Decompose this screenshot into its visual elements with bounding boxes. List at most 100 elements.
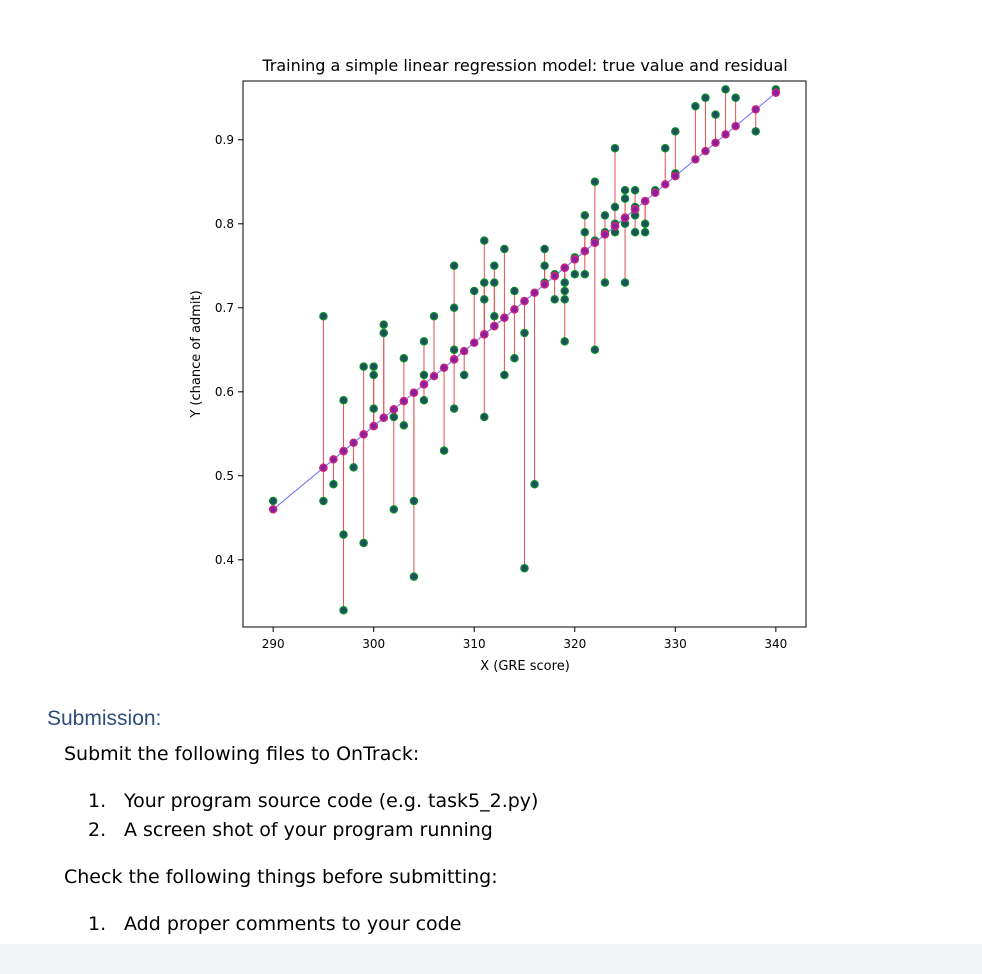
predicted-value-point xyxy=(570,255,580,264)
true-value-point xyxy=(359,362,368,371)
true-value-point xyxy=(590,345,600,355)
predicted-value-point xyxy=(600,230,610,239)
true-value-point xyxy=(459,370,469,380)
true-value-point xyxy=(620,185,630,195)
true-value-point xyxy=(540,261,549,271)
check-intro: Check the following things before submit… xyxy=(64,866,498,888)
true-value-point xyxy=(490,261,499,271)
true-value-point xyxy=(630,185,640,195)
true-value-point xyxy=(620,278,630,287)
predicted-value-point xyxy=(500,313,509,322)
true-value-point xyxy=(349,463,358,472)
true-value-point xyxy=(620,194,630,203)
submission-heading: Submission: xyxy=(47,707,162,730)
y-axis-ticks: 0.4 0.5 0.6 0.7 0.8 0.9 xyxy=(215,133,243,567)
predicted-value-point xyxy=(630,205,640,214)
predicted-value-point xyxy=(721,130,730,139)
y-tick-label: 0.6 xyxy=(215,385,234,399)
predicted-value-point xyxy=(610,221,620,231)
true-value-point xyxy=(379,328,388,338)
true-value-point xyxy=(480,278,489,287)
true-value-point xyxy=(580,227,590,237)
true-value-point xyxy=(721,85,730,94)
true-value-point xyxy=(449,404,459,413)
predicted-value-point xyxy=(731,121,740,131)
y-axis-label: Y (chance of admit) xyxy=(189,290,204,418)
true-value-point xyxy=(600,211,610,220)
predicted-value-point xyxy=(459,346,469,356)
predicted-value-point xyxy=(771,88,781,98)
x-tick-label: 340 xyxy=(764,637,787,651)
true-value-point xyxy=(449,261,459,271)
true-value-point xyxy=(480,236,489,245)
predicted-value-point xyxy=(691,155,700,164)
x-axis-ticks: 290 300 310 320 330 340 xyxy=(262,627,787,651)
true-value-point xyxy=(510,353,519,363)
predicted-value-point xyxy=(540,280,549,289)
true-value-point xyxy=(640,227,650,237)
true-value-point xyxy=(560,337,569,346)
predicted-value-point xyxy=(469,338,479,347)
x-tick-label: 300 xyxy=(362,637,385,651)
true-value-point xyxy=(600,278,610,287)
predicted-value-point xyxy=(349,438,358,447)
true-value-point xyxy=(439,446,449,455)
predicted-value-point xyxy=(530,288,539,297)
true-value-point xyxy=(640,219,650,229)
predicted-value-point xyxy=(369,421,378,431)
submit-item-2-text: A screen shot of your program running xyxy=(124,819,493,841)
true-value-point xyxy=(389,505,399,514)
true-value-point xyxy=(409,572,419,581)
predicted-value-point xyxy=(319,463,328,472)
check-item-1-number: 1. xyxy=(88,913,107,935)
x-tick-label: 310 xyxy=(463,637,486,651)
true-value-point xyxy=(449,345,459,355)
true-value-point xyxy=(570,269,580,279)
true-value-point xyxy=(580,269,590,279)
predicted-value-point xyxy=(339,446,348,456)
true-value-point xyxy=(510,286,519,296)
true-value-point xyxy=(369,362,378,371)
x-tick-label: 290 xyxy=(262,637,285,651)
predicted-value-point xyxy=(620,213,630,223)
true-value-point xyxy=(610,143,620,153)
predicted-value-point xyxy=(580,246,590,256)
predicted-value-point xyxy=(490,321,499,331)
predicted-value-point xyxy=(510,305,519,314)
true-value-point xyxy=(520,328,529,338)
predicted-value-point xyxy=(590,238,600,248)
true-value-point xyxy=(540,244,549,254)
predicted-value-points xyxy=(268,88,781,514)
y-tick-label: 0.8 xyxy=(215,217,234,231)
submit-item-1-text: Your program source code (e.g. task5_2.p… xyxy=(124,790,539,812)
true-value-point xyxy=(369,370,378,380)
true-value-point xyxy=(610,202,620,212)
predicted-value-point xyxy=(379,413,388,422)
x-tick-label: 320 xyxy=(563,637,586,651)
true-value-point xyxy=(469,286,479,296)
predicted-value-point xyxy=(268,505,278,514)
predicted-value-point xyxy=(671,171,680,181)
true-value-point xyxy=(409,496,419,506)
regression-chart: Training a simple linear regression mode… xyxy=(189,56,807,674)
true-value-point xyxy=(560,286,569,296)
true-value-point xyxy=(449,303,459,313)
predicted-value-point xyxy=(711,138,720,148)
true-value-point xyxy=(329,479,338,489)
true-value-point xyxy=(379,320,388,329)
predicted-value-point xyxy=(359,430,368,439)
true-value-point xyxy=(500,244,509,254)
true-value-point xyxy=(319,311,328,321)
true-value-point xyxy=(580,211,590,220)
y-tick-label: 0.4 xyxy=(215,553,234,567)
submit-item-2-number: 2. xyxy=(88,819,107,841)
y-tick-label: 0.5 xyxy=(215,469,234,483)
predicted-value-point xyxy=(560,263,569,272)
true-value-point xyxy=(339,605,348,615)
true-value-point xyxy=(671,127,680,136)
predicted-value-point xyxy=(550,271,559,281)
true-value-point xyxy=(399,421,409,430)
predicted-value-point xyxy=(751,105,760,114)
predicted-value-point xyxy=(640,196,650,206)
predicted-value-point xyxy=(449,355,459,364)
